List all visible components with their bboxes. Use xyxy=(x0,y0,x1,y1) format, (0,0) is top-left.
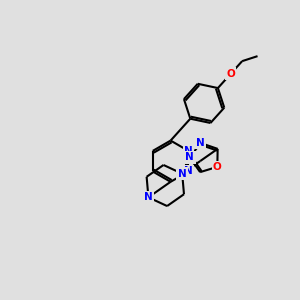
Text: N: N xyxy=(184,167,193,176)
Text: N: N xyxy=(178,169,187,179)
Text: O: O xyxy=(213,162,222,172)
Text: N: N xyxy=(185,152,194,162)
Text: O: O xyxy=(226,69,235,79)
Text: N: N xyxy=(196,138,205,148)
Text: N: N xyxy=(184,146,193,156)
Text: N: N xyxy=(144,192,153,202)
